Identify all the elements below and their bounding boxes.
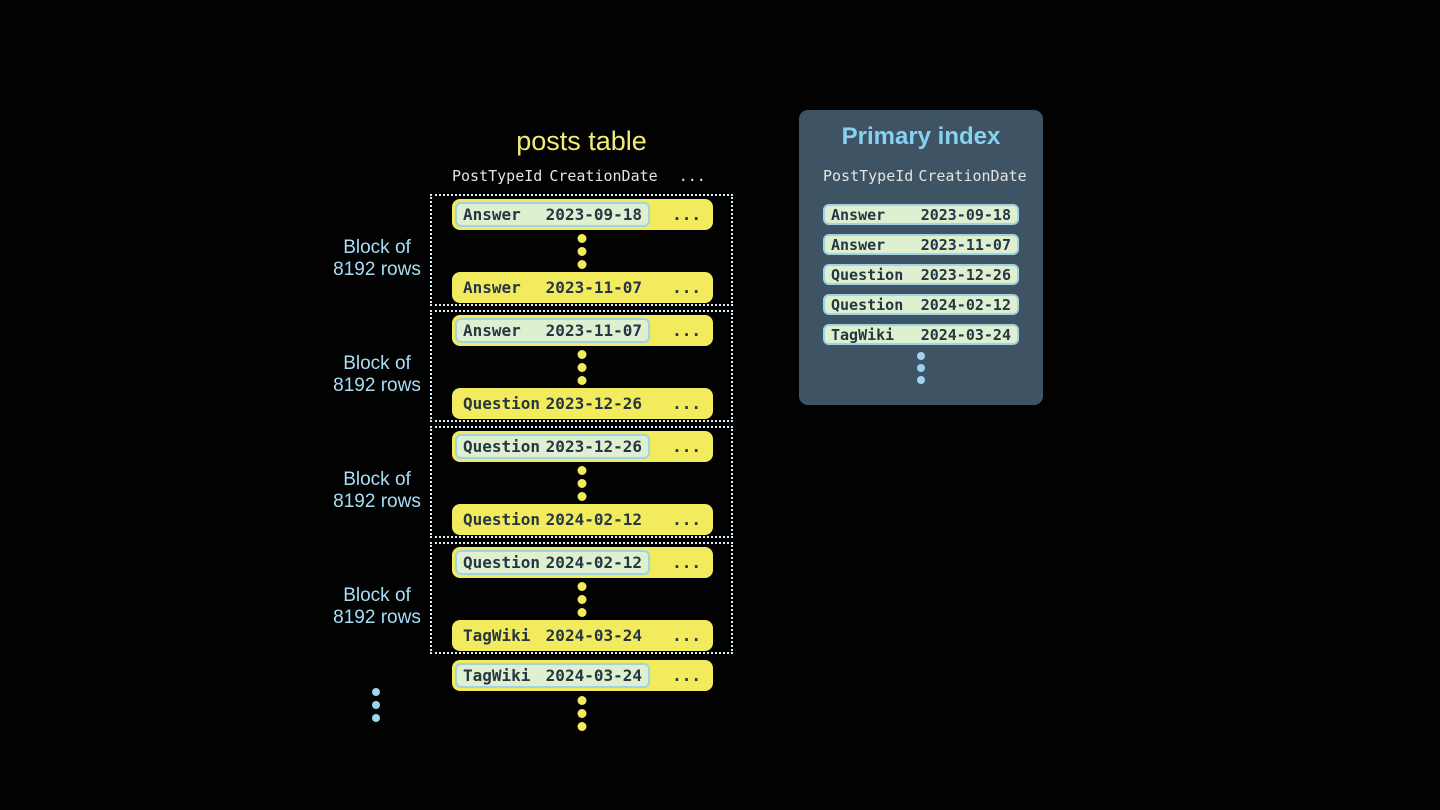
ellipsis-dots-icon [577, 466, 586, 501]
row-more: ... [672, 437, 701, 456]
row-entry-highlighted: TagWiki 2024-03-24 [455, 663, 650, 688]
ellipsis-dots-icon [577, 696, 587, 731]
row-posttype: Question [831, 265, 904, 284]
block-label: Block of 8192 rows [322, 585, 432, 629]
column-header-creationdate: CreationDate [549, 167, 658, 185]
row-posttype: Answer [831, 235, 886, 254]
block-label-line2: 8192 rows [333, 259, 421, 280]
row-posttype: Question [831, 295, 904, 314]
row-more: ... [672, 278, 701, 297]
ellipsis-dots-icon [577, 350, 586, 385]
posts-table-column-headers: PostTypeId CreationDate... [452, 167, 706, 185]
column-header-posttypeid: PostTypeId [452, 167, 543, 185]
table-row: Answer 2023-11-07 ... [452, 272, 713, 303]
row-date: 2023-12-26 [920, 265, 1011, 284]
row-date: 2023-11-07 [920, 235, 1011, 254]
row-date: 2024-03-24 [545, 626, 642, 645]
table-row: Question 2023-12-26 ... [452, 431, 713, 462]
row-block-4: Question 2024-02-12 ... TagWiki 2024-03-… [430, 542, 733, 654]
row-entry: Question 2023-12-26 [455, 391, 650, 416]
row-entry-highlighted: Answer 2023-09-18 [455, 202, 650, 227]
row-entry-highlighted: Question 2023-12-26 [455, 434, 650, 459]
primary-index-column-headers: PostTypeId CreationDate [823, 167, 1027, 185]
block-label: Block of 8192 rows [322, 237, 432, 281]
row-date: 2023-09-18 [920, 205, 1011, 224]
index-row: Question 2024-02-12 [823, 294, 1019, 315]
row-date: 2023-12-26 [545, 437, 642, 456]
block-label-line1: Block of [343, 353, 411, 374]
row-block-1: Answer 2023-09-18 ... Answer 2023-11-07 … [430, 194, 733, 306]
row-more: ... [672, 626, 701, 645]
row-posttype: Question [463, 437, 541, 456]
column-header-posttypeid: PostTypeId [823, 167, 914, 185]
row-entry: TagWiki 2024-03-24 [455, 623, 650, 648]
row-date: 2024-02-12 [545, 553, 642, 572]
row-posttype: Question [463, 394, 541, 413]
ellipsis-dots-icon [917, 352, 925, 384]
block-label-line1: Block of [343, 585, 411, 606]
row-entry: Answer 2023-11-07 [455, 275, 650, 300]
row-date: 2024-03-24 [545, 666, 642, 685]
row-posttype: Answer [463, 205, 521, 224]
table-row: TagWiki 2024-03-24 ... [452, 620, 713, 651]
row-more: ... [672, 394, 701, 413]
row-date: 2024-02-12 [920, 295, 1011, 314]
row-date: 2023-11-07 [545, 278, 642, 297]
row-posttype: Question [463, 553, 541, 572]
ellipsis-dots-icon [577, 234, 586, 269]
table-row: Answer 2023-09-18 ... [452, 199, 713, 230]
row-entry: Question 2024-02-12 [455, 507, 650, 532]
row-posttype: Answer [463, 278, 521, 297]
row-entry-highlighted: Question 2024-02-12 [455, 550, 650, 575]
row-posttype: Answer [831, 205, 886, 224]
row-date: 2023-09-18 [545, 205, 642, 224]
posts-table-title: posts table [516, 126, 647, 156]
primary-index-title: Primary index [841, 123, 1001, 150]
block-label: Block of 8192 rows [322, 469, 432, 513]
row-posttype: TagWiki [463, 666, 531, 685]
more-blocks-dots-icon [372, 688, 380, 722]
row-entry-highlighted: Answer 2023-11-07 [455, 318, 650, 343]
ellipsis-dots-icon [577, 582, 586, 617]
column-header-creationdate: CreationDate [918, 167, 1027, 185]
index-row: Question 2023-12-26 [823, 264, 1019, 285]
row-date: 2024-03-24 [920, 325, 1011, 344]
column-header-more: ... [678, 167, 706, 185]
row-date: 2023-11-07 [545, 321, 642, 340]
row-date: 2023-12-26 [545, 394, 642, 413]
primary-index-panel: Primary index PostTypeId CreationDate Ans… [799, 110, 1043, 405]
index-row: Answer 2023-11-07 [823, 234, 1019, 255]
index-row: Answer 2023-09-18 [823, 204, 1019, 225]
table-row-tail: TagWiki 2024-03-24 ... [452, 660, 713, 691]
block-label-line1: Block of [343, 237, 411, 258]
row-more: ... [672, 205, 701, 224]
row-date: 2024-02-12 [545, 510, 642, 529]
table-row: Answer 2023-11-07 ... [452, 315, 713, 346]
table-row: Question 2024-02-12 ... [452, 504, 713, 535]
row-more: ... [672, 553, 701, 572]
row-more: ... [672, 321, 701, 340]
table-row: Question 2023-12-26 ... [452, 388, 713, 419]
row-more: ... [672, 510, 701, 529]
block-label: Block of 8192 rows [322, 353, 432, 397]
block-label-line2: 8192 rows [333, 607, 421, 628]
row-posttype: TagWiki [831, 325, 895, 344]
block-label-line2: 8192 rows [333, 491, 421, 512]
table-row: Question 2024-02-12 ... [452, 547, 713, 578]
index-row: TagWiki 2024-03-24 [823, 324, 1019, 345]
row-posttype: TagWiki [463, 626, 531, 645]
block-label-line2: 8192 rows [333, 375, 421, 396]
block-label-line1: Block of [343, 469, 411, 490]
row-block-2: Answer 2023-11-07 ... Question 2023-12-2… [430, 310, 733, 422]
row-block-3: Question 2023-12-26 ... Question 2024-02… [430, 426, 733, 538]
row-posttype: Answer [463, 321, 521, 340]
row-more: ... [672, 666, 701, 685]
row-posttype: Question [463, 510, 541, 529]
